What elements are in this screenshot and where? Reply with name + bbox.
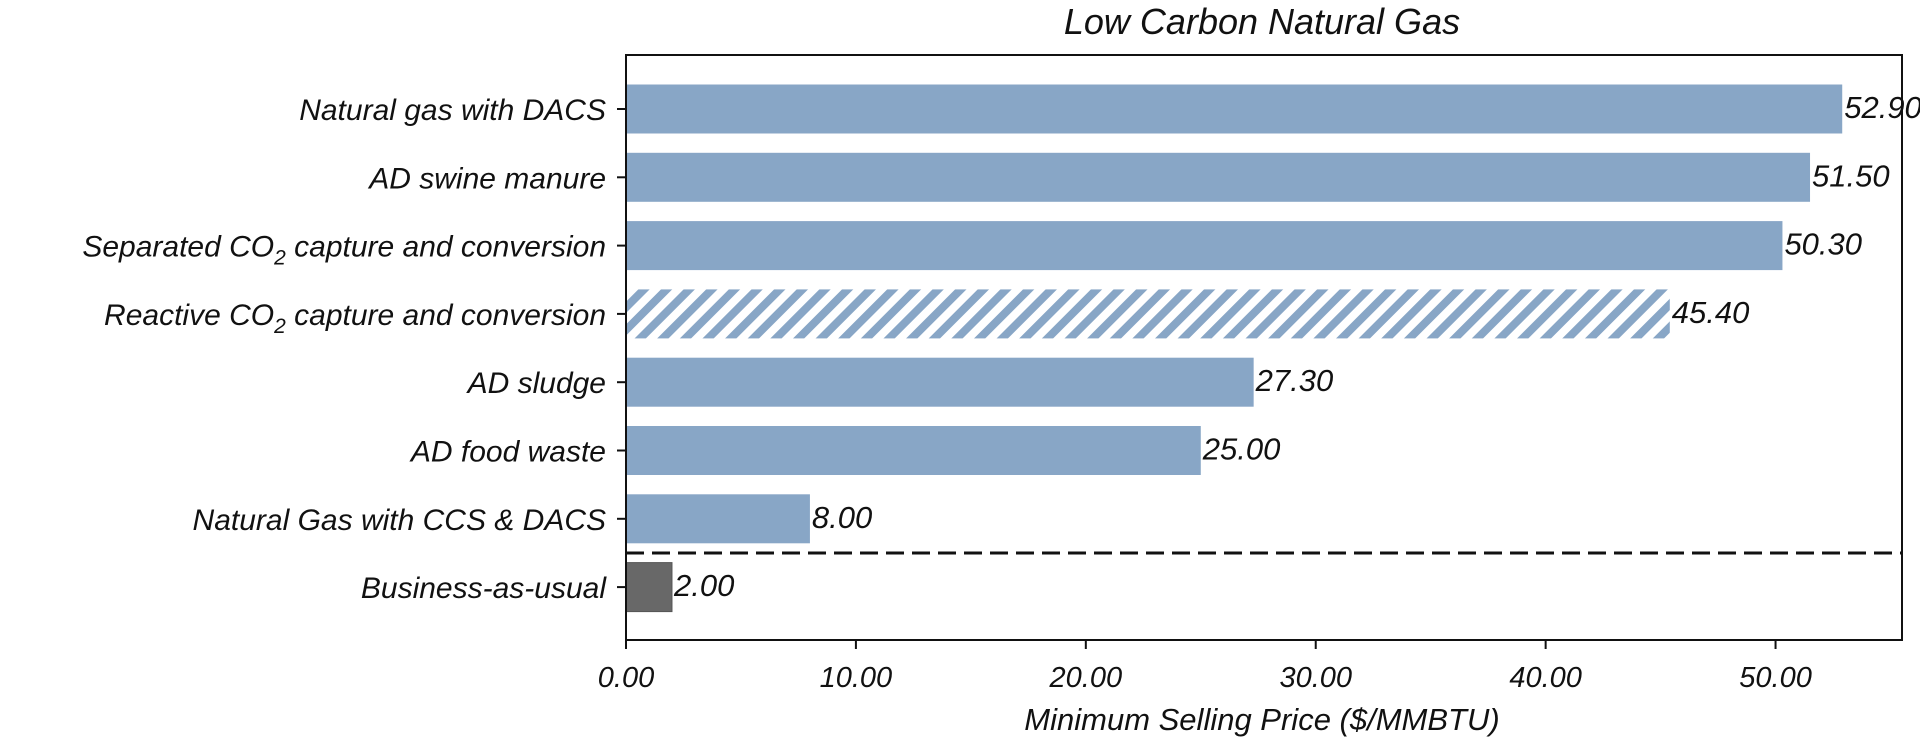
chart-title: Low Carbon Natural Gas [1064, 1, 1460, 42]
category-labels: Natural gas with DACS AD swine manure Sepa… [82, 94, 626, 605]
bar-separated-co2-capture-and-conversion [626, 221, 1783, 271]
bar-ad-sludge [626, 357, 1254, 407]
x-tick-label: 20.00 [1049, 662, 1123, 694]
bar-ad-food-waste [626, 426, 1201, 475]
category-label: AD swine manure [367, 162, 606, 195]
x-tick-label: 10.00 [820, 662, 893, 694]
bar-reactive-co2-capture-and-conversion [626, 289, 1670, 339]
category-label: Business-as-usual [361, 572, 607, 605]
value-label: 25.00 [1202, 432, 1281, 467]
value-label: 8.00 [812, 500, 872, 535]
plot-frame [625, 54, 1903, 641]
x-tick-label: 0.00 [598, 662, 654, 694]
bar-natural-gas-with-dacs [626, 84, 1843, 134]
x-axis-ticks: 0.00 10.00 20.00 30.00 40.00 50.00 [598, 640, 1812, 694]
bar-ad-swine-manure [626, 152, 1811, 202]
value-label: 50.30 [1784, 227, 1862, 262]
category-label: Natural Gas with CCS & DACS [193, 504, 606, 537]
value-label: 45.40 [1672, 295, 1750, 330]
x-axis-label: Minimum Selling Price ($/MMBTU) [1024, 702, 1499, 737]
value-label: 27.30 [1255, 363, 1334, 398]
bar-natural-gas-with-ccs-dacs [626, 494, 810, 544]
value-label: 52.90 [1844, 90, 1920, 125]
category-label: AD food waste [409, 436, 606, 469]
category-label: Separated CO2 capture and conversion [82, 231, 606, 270]
category-label: Reactive CO2 capture and conversion [104, 299, 606, 338]
category-label: Natural gas with DACS [299, 94, 606, 127]
x-tick-label: 30.00 [1279, 662, 1352, 694]
bar-business-as-usual [625, 562, 673, 613]
bars-layer [625, 84, 1843, 613]
value-label: 51.50 [1812, 158, 1890, 193]
category-label: AD sludge [466, 367, 606, 400]
value-label: 2.00 [673, 568, 734, 603]
x-tick-label: 50.00 [1739, 662, 1812, 694]
value-labels: 52.90 51.50 50.30 45.40 27.30 25.00 8.00 2.00 [673, 90, 1920, 603]
x-tick-label: 40.00 [1509, 662, 1582, 694]
